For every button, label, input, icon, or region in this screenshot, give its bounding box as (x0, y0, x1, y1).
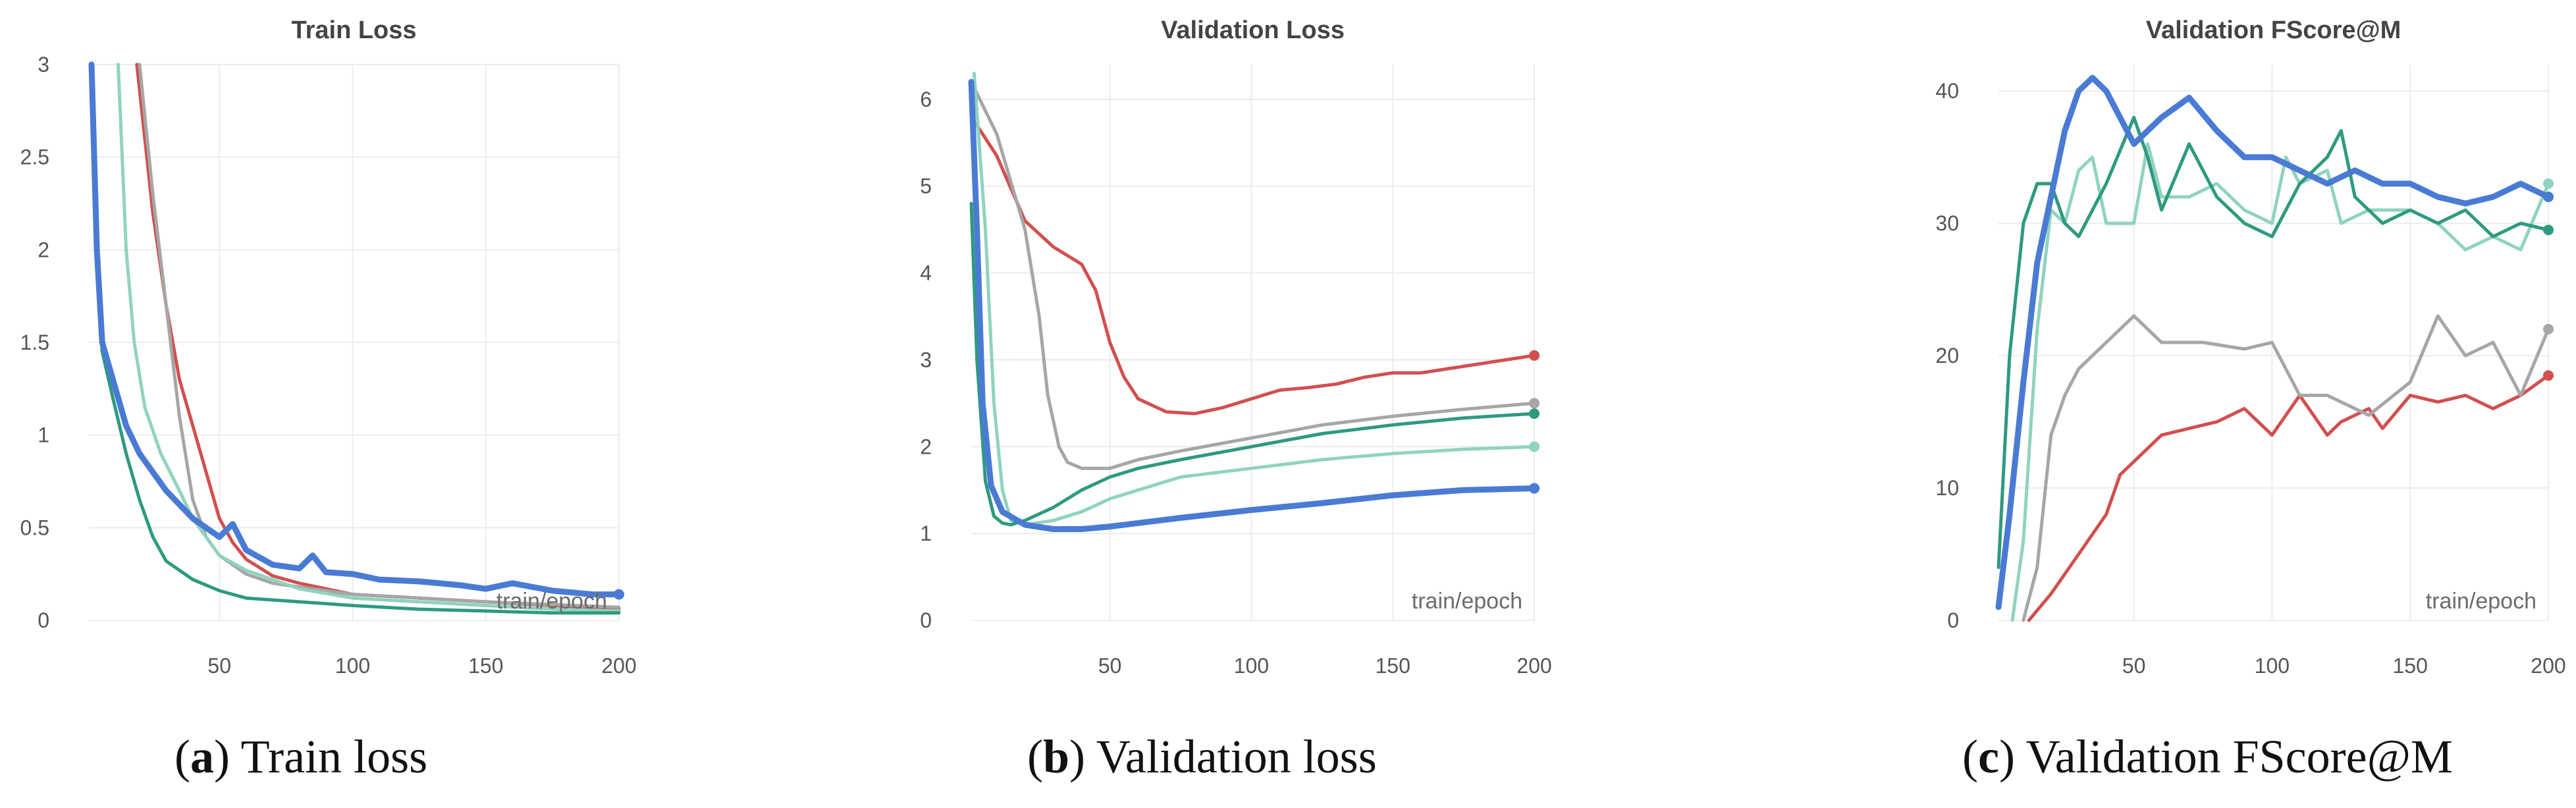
y-tick-label: 10 (1935, 476, 1959, 500)
y-tick-label: 4 (920, 261, 932, 285)
x-tick-label: 50 (207, 654, 231, 678)
series-end-marker (1529, 408, 1540, 419)
caption-b-letter: b (1042, 730, 1070, 783)
train-loss-chart: Train Loss 0 0.5 1 1.5 2 2.5 3 50 100 150 200 train/… (20, 16, 637, 678)
series-line (2022, 314, 2550, 622)
x-tick-label: 200 (1516, 654, 1551, 678)
x-tick-label: 150 (2393, 654, 2428, 678)
chart-title: Train Loss (291, 16, 416, 44)
y-tick-label: 1 (38, 423, 49, 447)
x-tick-label: 200 (601, 654, 636, 678)
series-end-marker (1529, 483, 1540, 494)
y-tick-label: 3 (920, 348, 932, 371)
x-tick-label: 100 (1234, 654, 1269, 678)
x-tick-label: 200 (2531, 654, 2565, 678)
y-tick-label: 1.5 (20, 331, 49, 354)
caption-c-text: Validation FScore@M (2026, 730, 2453, 783)
x-tick-label: 150 (1375, 654, 1410, 678)
y-tick-label: 5 (920, 175, 932, 198)
chart-title: Validation Loss (1161, 16, 1345, 44)
series-line (969, 115, 1536, 416)
series-line (90, 63, 621, 615)
y-tick-label: 6 (920, 88, 932, 111)
caption-a-text: Train loss (240, 730, 428, 783)
y-tick-label: 2.5 (20, 146, 49, 169)
series-end-marker (1529, 398, 1540, 409)
y-tick-label: 20 (1935, 344, 1959, 367)
y-tick-label: 2 (920, 435, 932, 458)
series-line (968, 78, 1538, 532)
series-line (88, 61, 622, 598)
x-tick-label: 100 (2255, 654, 2290, 678)
y-tick-label: 0 (38, 608, 49, 632)
series-end-marker (2543, 225, 2554, 236)
series-line (972, 71, 1536, 527)
series-line (2010, 142, 2550, 622)
series-line (117, 63, 621, 613)
chart-title: Validation FScore@M (2146, 16, 2402, 44)
validation-loss-chart: Validation Loss 0 1 2 3 4 5 6 50 100 150 200 train/e… (920, 16, 1551, 678)
y-tick-label: 0.5 (20, 516, 49, 539)
panel-validation-fscore: Validation FScore@M 0 10 20 30 40 50 100 150 200 t… (1890, 0, 2575, 808)
caption-c-letter: c (1977, 730, 1999, 783)
series-line (969, 202, 1536, 527)
series-end-marker (1529, 350, 1540, 361)
y-tick-label: 1 (920, 522, 932, 545)
x-axis-label: train/epoch (1412, 589, 1522, 614)
y-tick-label: 3 (38, 53, 49, 76)
y-tick-label: 2 (38, 238, 49, 261)
series-end-marker (2543, 178, 2554, 189)
series-end-marker (614, 589, 624, 600)
y-tick-label: 0 (1947, 608, 1959, 632)
x-tick-label: 100 (335, 654, 370, 678)
panel-train-loss: Train Loss 0 0.5 1 1.5 2 2.5 3 50 100 150 200 train/… (0, 0, 658, 808)
series-end-marker (2543, 191, 2554, 202)
x-tick-label: 150 (468, 654, 503, 678)
caption-a-letter: a (190, 730, 214, 783)
y-tick-label: 40 (1935, 79, 1959, 103)
caption-b: (b) Validation loss (1027, 730, 1377, 783)
series-end-marker (2543, 323, 2554, 335)
series-line (969, 80, 1536, 470)
series-line (2027, 373, 2550, 622)
x-tick-label: 50 (1098, 654, 1122, 678)
y-tick-label: 0 (920, 608, 932, 632)
series-end-marker (1529, 441, 1540, 452)
panel-validation-loss: Validation Loss 0 1 2 3 4 5 6 50 100 150 200 train/e… (882, 0, 1551, 808)
validation-fscore-chart: Validation FScore@M 0 10 20 30 40 50 100 150 200 t… (1935, 16, 2565, 678)
series-end-marker (2543, 370, 2554, 381)
y-tick-label: 30 (1935, 211, 1959, 235)
caption-c: (c) Validation FScore@M (1962, 730, 2453, 783)
caption-a: (a) Train loss (174, 730, 428, 783)
x-axis-label: train/epoch (2426, 589, 2536, 614)
series-line (138, 63, 621, 609)
series-line (1995, 74, 2552, 610)
x-tick-label: 50 (2122, 654, 2146, 678)
caption-b-text: Validation loss (1096, 730, 1377, 783)
x-axis-label: train/epoch (496, 589, 607, 614)
